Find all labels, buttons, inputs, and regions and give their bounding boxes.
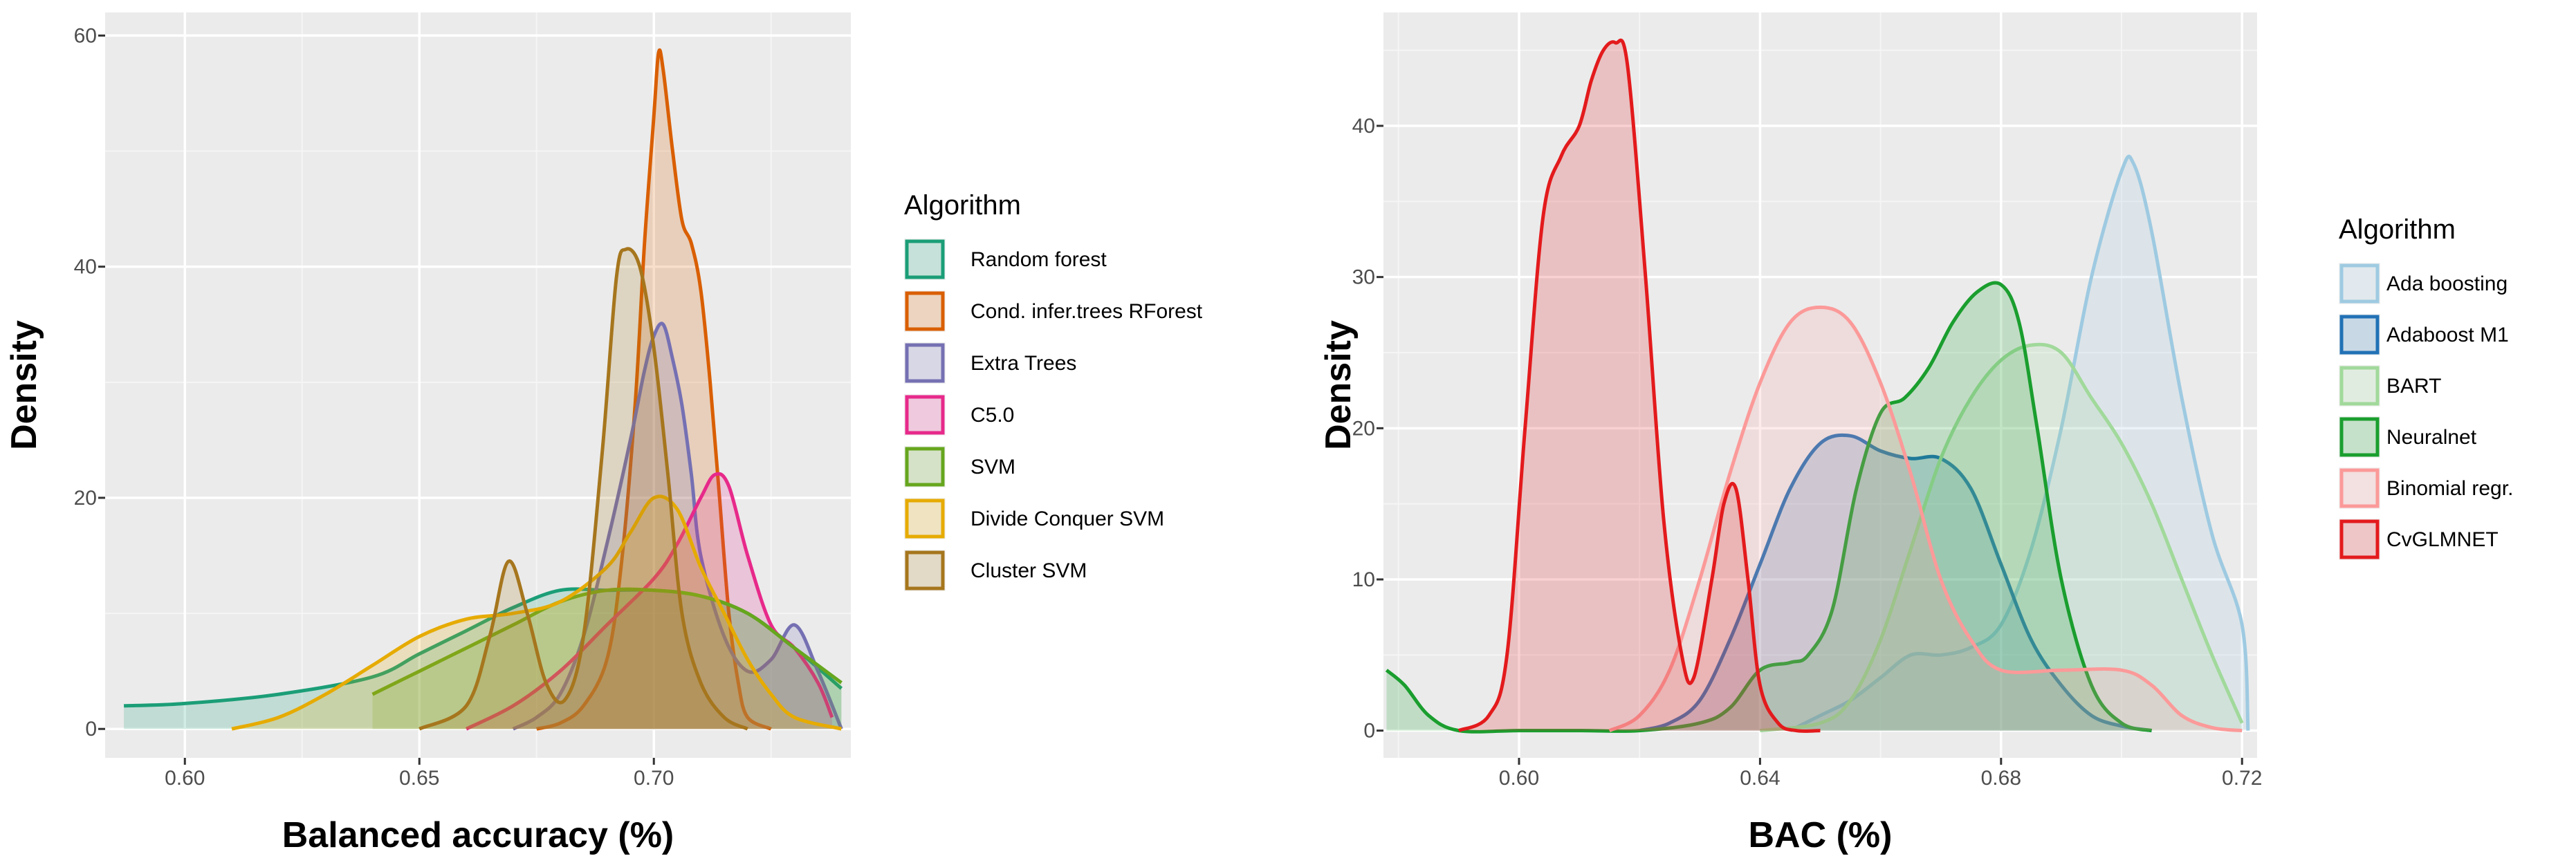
legend-label: Binomial regr. — [2386, 477, 2513, 500]
y-axis-title: Density — [4, 320, 44, 450]
x-tick-label: 0.65 — [399, 767, 439, 790]
legend-label: BART — [2386, 375, 2441, 398]
y-tick-label: 30 — [1352, 266, 1375, 289]
legend-label: Cond. infer.trees RForest — [970, 300, 1203, 323]
density-area — [1639, 435, 2152, 731]
legend-label: Adaboost M1 — [2386, 324, 2509, 346]
y-tick-label: 40 — [74, 256, 97, 279]
density-curve — [1457, 38, 1821, 733]
legend-key-bg — [904, 446, 946, 487]
density-curve — [1385, 281, 2153, 734]
legend-key — [905, 291, 945, 331]
legend-label: SVM — [970, 456, 1015, 478]
x-tick-label: 0.60 — [1499, 767, 1539, 790]
density-area — [1790, 156, 2248, 731]
legend-key-bg — [2339, 365, 2380, 407]
y-tick-label: 20 — [1352, 417, 1375, 440]
legend-label: Neuralnet — [2386, 426, 2477, 449]
density-curve — [1608, 305, 2243, 733]
density-curve — [1760, 342, 2244, 733]
density-curve — [1789, 154, 2250, 732]
legend-key-bg — [904, 498, 946, 539]
legend-label: C5.0 — [970, 404, 1014, 427]
legend-label: Ada boosting — [2386, 272, 2508, 295]
legend: Algorithm Ada boosting Adaboost M1 BART Neur… — [2339, 214, 2513, 560]
legend-key — [905, 395, 945, 435]
y-tick-label: 20 — [74, 487, 97, 510]
density-area — [536, 50, 771, 729]
y-axis-title: Density — [1318, 320, 1359, 450]
y-tick-label: 60 — [74, 24, 97, 47]
legend-label: Cluster SVM — [970, 559, 1087, 582]
chart-right: 0.60 0.64 0.68 0.72 0 10 20 30 40 BAC (%) Density A… — [1318, 12, 2513, 855]
legend-key — [905, 499, 945, 539]
density-area — [513, 323, 842, 729]
legend-label: Extra Trees — [970, 352, 1076, 375]
legend-key — [2339, 315, 2380, 355]
x-tick-label: 0.72 — [2222, 767, 2262, 790]
legend-key — [2339, 417, 2380, 457]
density-layer — [1385, 38, 2250, 734]
legend-key — [2339, 366, 2380, 406]
legend-key-bg — [2339, 467, 2380, 509]
density-area — [419, 248, 748, 729]
legend-title: Algorithm — [904, 190, 1021, 221]
density-curve — [418, 247, 748, 731]
density-curve — [371, 587, 843, 696]
density-area — [466, 474, 832, 729]
legend-key-bg — [2339, 263, 2380, 304]
y-tick-label: 0 — [1363, 720, 1375, 743]
legend-key-bg — [904, 239, 946, 280]
legend-key-bg — [2339, 416, 2380, 458]
density-area — [372, 589, 842, 729]
x-tick-label: 0.60 — [165, 767, 205, 790]
legend-key — [905, 550, 945, 590]
x-axis-title: BAC (%) — [1749, 815, 1893, 855]
legend-key — [2339, 519, 2380, 559]
density-curve — [512, 322, 843, 731]
y-tick-label: 0 — [85, 718, 97, 741]
legend-key — [2339, 468, 2380, 508]
density-area — [1458, 40, 1821, 732]
legend-key — [2339, 263, 2380, 304]
legend: Algorithm Random forest Cond. infer.trees … — [904, 190, 1203, 591]
legend-key — [905, 343, 945, 383]
density-curve — [231, 494, 843, 731]
chart-left: 0.60 0.65 0.70 0 20 40 60 Balanced accuracy (%)… — [4, 12, 1203, 855]
legend-title: Algorithm — [2339, 214, 2456, 245]
legend-label: Divide Conquer SVM — [970, 508, 1164, 530]
density-area — [1609, 307, 2243, 731]
plot-panel — [105, 12, 851, 758]
legend-key-bg — [904, 550, 946, 591]
y-tick-label: 40 — [1352, 115, 1375, 138]
x-tick-label: 0.70 — [634, 767, 674, 790]
legend-key — [905, 447, 945, 487]
legend-key — [905, 239, 945, 279]
legend-label: CvGLMNET — [2386, 528, 2499, 551]
legend-key-bg — [2339, 519, 2380, 560]
x-tick-label: 0.64 — [1740, 767, 1780, 790]
density-area — [232, 496, 842, 729]
legend-key-bg — [904, 342, 946, 384]
density-curve — [536, 48, 772, 731]
legend-key-bg — [904, 290, 946, 332]
density-curve — [1639, 433, 2152, 733]
density-area — [1760, 344, 2243, 731]
legend-key-bg — [2339, 314, 2380, 355]
legend-label: Random forest — [970, 248, 1107, 271]
y-tick-label: 10 — [1352, 568, 1375, 591]
x-axis-title: Balanced accuracy (%) — [282, 815, 674, 855]
density-layer — [123, 48, 843, 731]
x-tick-label: 0.68 — [1981, 767, 2021, 790]
legend-key-bg — [904, 394, 946, 436]
